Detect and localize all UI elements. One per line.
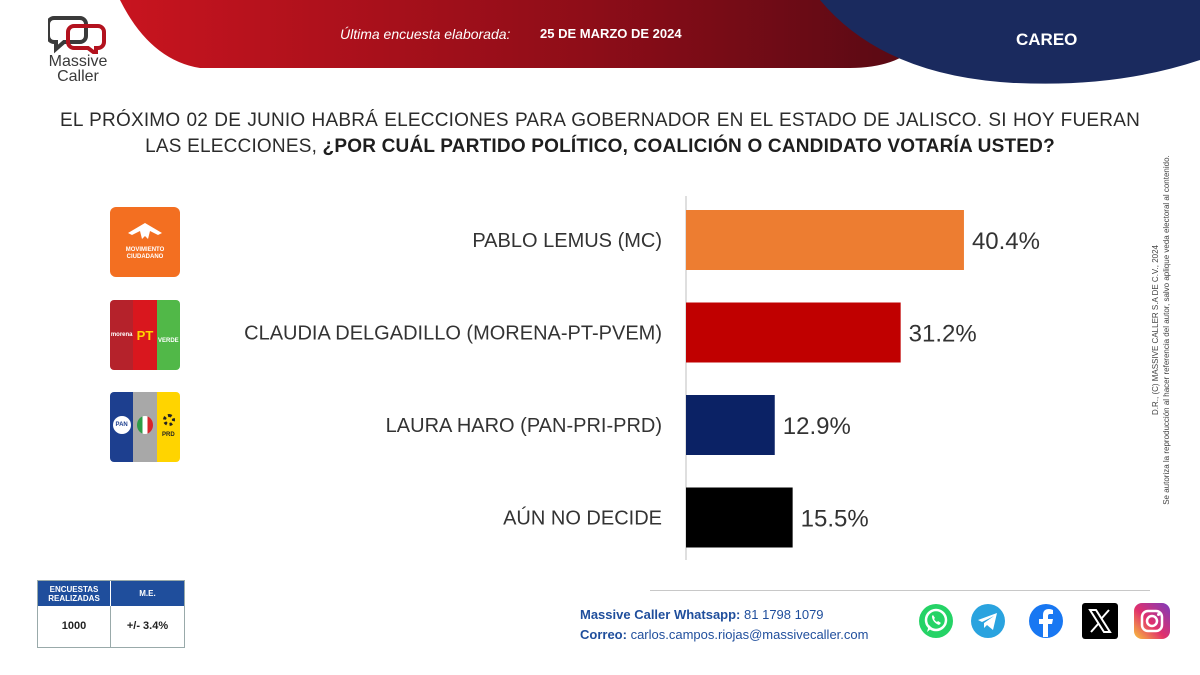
category-label-aun-no-decide: AÚN NO DECIDE <box>503 507 662 530</box>
pan-circle-icon <box>113 416 131 434</box>
value-label-aun-no-decide: 15.5% <box>801 506 869 533</box>
pt-label: PT <box>136 328 154 343</box>
email-contact: Correo: carlos.campos.riojas@massivecall… <box>580 627 868 642</box>
prd-sun-icon <box>162 414 175 426</box>
category-label-claudia-delgadillo-morena-pt-pvem: CLAUDIA DELGADILLO (MORENA-PT-PVEM) <box>244 323 662 345</box>
x-icon[interactable] <box>1082 603 1118 639</box>
prd-label: PRD <box>161 432 175 438</box>
whatsapp-label: Massive Caller Whatsapp: <box>580 607 741 622</box>
facebook-icon[interactable] <box>1028 603 1064 639</box>
category-label-laura-haro-pan-pri-prd: LAURA HARO (PAN-PRI-PRD) <box>386 415 662 437</box>
instagram-icon[interactable] <box>1134 603 1170 639</box>
footer-divider <box>650 590 1150 591</box>
email-address[interactable]: carlos.campos.riojas@massivecaller.com <box>630 627 869 642</box>
margin-error-value: +/- 3.4% <box>126 620 169 632</box>
brand-name-line1: Massive <box>48 53 108 70</box>
authorization-line: Se autoriza la reproducción al hacer ref… <box>1162 155 1171 505</box>
whatsapp-contact: Massive Caller Whatsapp: 81 1798 1079 <box>580 607 824 622</box>
pan-pri-prd-logo: PAN PRD <box>110 392 180 462</box>
bar-pablo-lemus-mc <box>686 210 964 270</box>
value-label-pablo-lemus-mc: 40.4% <box>972 228 1040 255</box>
section-title: CAREO <box>1016 30 1078 49</box>
mc-text-line2: CIUDADANO <box>126 254 164 260</box>
value-label-claudia-delgadillo-morena-pt-pvem: 31.2% <box>909 321 977 348</box>
header-red-banner <box>120 0 900 68</box>
eagle-icon <box>128 223 162 239</box>
pri-emblem-icon <box>137 416 154 434</box>
telegram-icon[interactable] <box>970 603 1006 639</box>
survey-date: 25 DE MARZO DE 2024 <box>540 26 682 41</box>
header-navy-banner <box>820 0 1200 84</box>
whatsapp-icon[interactable] <box>918 603 954 639</box>
email-label: Correo: <box>580 627 627 642</box>
survey-date-label: Última encuesta elaborada: <box>340 26 511 42</box>
morena-label: morena <box>110 332 133 338</box>
speech-bubbles-icon <box>48 16 106 54</box>
copyright-notice: D.R., (C) MASSIVE CALLER S.A DE C.V., 20… <box>1150 100 1172 560</box>
value-label-laura-haro-pan-pri-prd: 12.9% <box>783 413 851 440</box>
question-intro: EL PRÓXIMO 02 DE JUNIO HABRÁ ELECCIONES … <box>60 110 1140 157</box>
category-label-pablo-lemus-mc: PABLO LEMUS (MC) <box>472 230 662 252</box>
polls-count-value: 1000 <box>38 606 111 647</box>
polls-count-header: ENCUESTAS REALIZADAS <box>38 581 111 606</box>
survey-question: EL PRÓXIMO 02 DE JUNIO HABRÁ ELECCIONES … <box>60 108 1140 160</box>
mc-text-line1: MOVIMIENTO <box>125 247 165 253</box>
verde-label: VERDE <box>157 338 179 344</box>
copyright-line: D.R., (C) MASSIVE CALLER S.A DE C.V., 20… <box>1151 245 1160 415</box>
bar-laura-haro-pan-pri-prd <box>686 395 775 455</box>
bar-aun-no-decide <box>686 487 793 548</box>
question-emphasis: ¿POR CUÁL PARTIDO POLÍTICO, COALICIÓN O … <box>322 136 1055 157</box>
pan-label: PAN <box>115 422 128 428</box>
margin-error-header: M.E. <box>111 581 184 606</box>
whatsapp-number: 81 1798 1079 <box>744 607 824 622</box>
bar-claudia-delgadillo-morena-pt-pvem <box>686 302 901 363</box>
brand-logo: Massive Caller <box>38 14 118 94</box>
mc-party-logo: MOVIMIENTO CIUDADANO <box>110 207 180 277</box>
brand-name-line2: Caller <box>57 68 99 85</box>
morena-pt-pvem-logo: morena PT VERDE <box>110 300 180 370</box>
survey-stats-table: ENCUESTAS REALIZADAS M.E. 1000 +/- 3.4% <box>37 580 185 648</box>
